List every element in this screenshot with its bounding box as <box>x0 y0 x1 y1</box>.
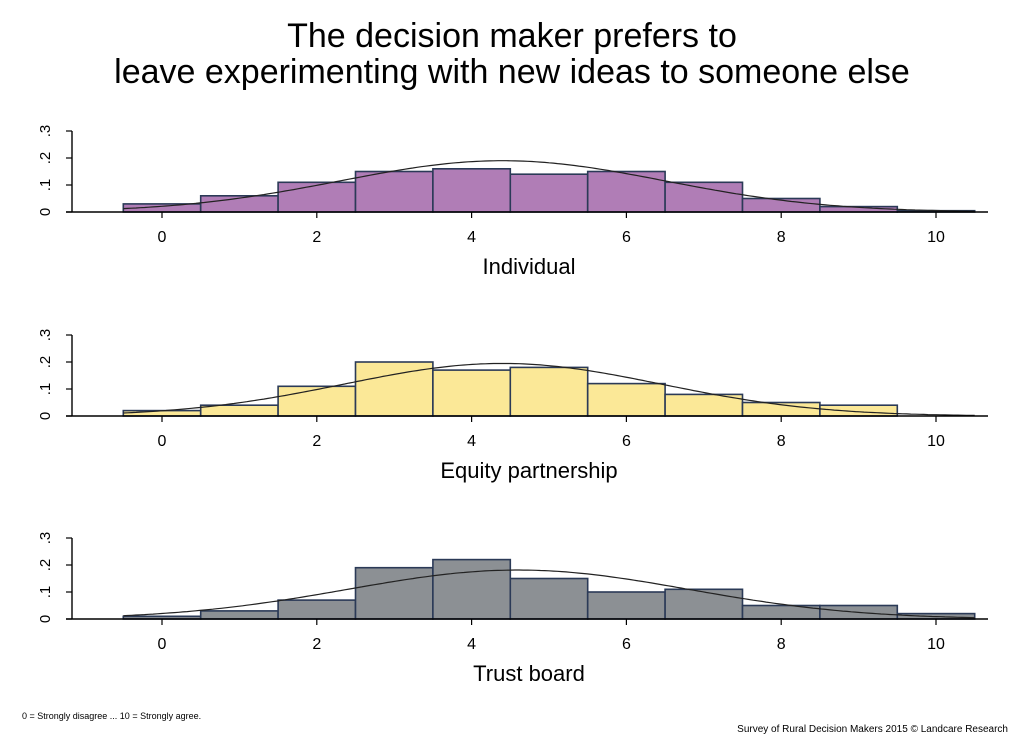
x-tick-label: 10 <box>927 229 945 246</box>
histogram-bar <box>819 404 899 417</box>
density-curve <box>123 160 975 212</box>
histogram-bar <box>586 382 666 417</box>
density-curve <box>123 569 975 619</box>
histogram-bar <box>199 404 279 417</box>
x-tick-label: 8 <box>777 229 786 246</box>
y-tick-label: .2 <box>37 152 54 165</box>
x-axis-title: Equity partnership <box>440 458 617 483</box>
x-tick-label: 4 <box>467 433 476 450</box>
y-tick-label: 0 <box>37 412 54 420</box>
panel-individual: 0 .1 .2 .3 0 2 4 6 8 10 Individual <box>37 125 988 279</box>
density-curve <box>123 362 975 416</box>
x-tick-label: 10 <box>927 433 945 450</box>
x-tick-label: 4 <box>467 229 476 246</box>
x-axis-title: Trust board <box>473 661 585 686</box>
x-tick-label: 6 <box>622 229 631 246</box>
histogram-bar <box>277 181 357 213</box>
x-tick-label: 2 <box>312 433 321 450</box>
histogram-bar <box>122 409 202 417</box>
histogram-bar <box>509 173 589 213</box>
y-tick-label: .3 <box>37 532 54 545</box>
histogram-bar <box>199 610 279 620</box>
histogram-bar <box>509 366 589 417</box>
y-tick-label: .1 <box>37 586 54 599</box>
panel-equity-partnership: 0 .1 .2 .3 0 2 4 6 8 10 Equity partnership <box>37 329 988 483</box>
histogram-bar <box>277 385 357 417</box>
histogram-bar <box>354 566 434 620</box>
y-tick-label: .2 <box>37 356 54 369</box>
x-tick-label: 8 <box>777 433 786 450</box>
x-tick-label: 2 <box>312 636 321 653</box>
x-tick-label: 0 <box>158 433 167 450</box>
x-tick-label: 8 <box>777 636 786 653</box>
y-tick-label: .2 <box>37 559 54 572</box>
x-tick-label: 0 <box>158 229 167 246</box>
y-tick-label: .1 <box>37 179 54 192</box>
histogram-bar <box>432 168 512 213</box>
histogram-bar <box>432 369 512 417</box>
x-tick-label: 0 <box>158 636 167 653</box>
x-tick-label: 4 <box>467 636 476 653</box>
y-tick-label: .3 <box>37 329 54 342</box>
x-tick-label: 10 <box>927 636 945 653</box>
x-tick-label: 2 <box>312 229 321 246</box>
histogram-bar <box>277 599 357 620</box>
histogram-bar <box>586 170 666 213</box>
x-axis-title: Individual <box>483 254 576 279</box>
chart-title-line-1: The decision maker prefers to <box>287 17 737 55</box>
histogram-bar <box>509 577 589 620</box>
histogram-bar <box>432 558 512 620</box>
panel-trust-board: 0 .1 .2 .3 0 2 4 6 8 10 Trust board <box>37 532 988 686</box>
histogram-bar <box>664 588 744 620</box>
x-tick-label: 6 <box>622 636 631 653</box>
histogram-bar <box>586 591 666 620</box>
histogram-bar <box>354 170 434 213</box>
chart-title: The decision maker prefers to leave expe… <box>0 18 1024 90</box>
y-tick-label: 0 <box>37 208 54 216</box>
histogram-bar <box>664 181 744 213</box>
source-credit: Survey of Rural Decision Makers 2015 © L… <box>737 724 1008 735</box>
y-tick-label: .1 <box>37 383 54 396</box>
scale-footnote: 0 = Strongly disagree ... 10 = Strongly … <box>22 711 202 721</box>
y-tick-label: .3 <box>37 125 54 138</box>
y-tick-label: 0 <box>37 615 54 623</box>
x-tick-label: 6 <box>622 433 631 450</box>
chart-title-line-2: leave experimenting with new ideas to so… <box>114 53 910 91</box>
